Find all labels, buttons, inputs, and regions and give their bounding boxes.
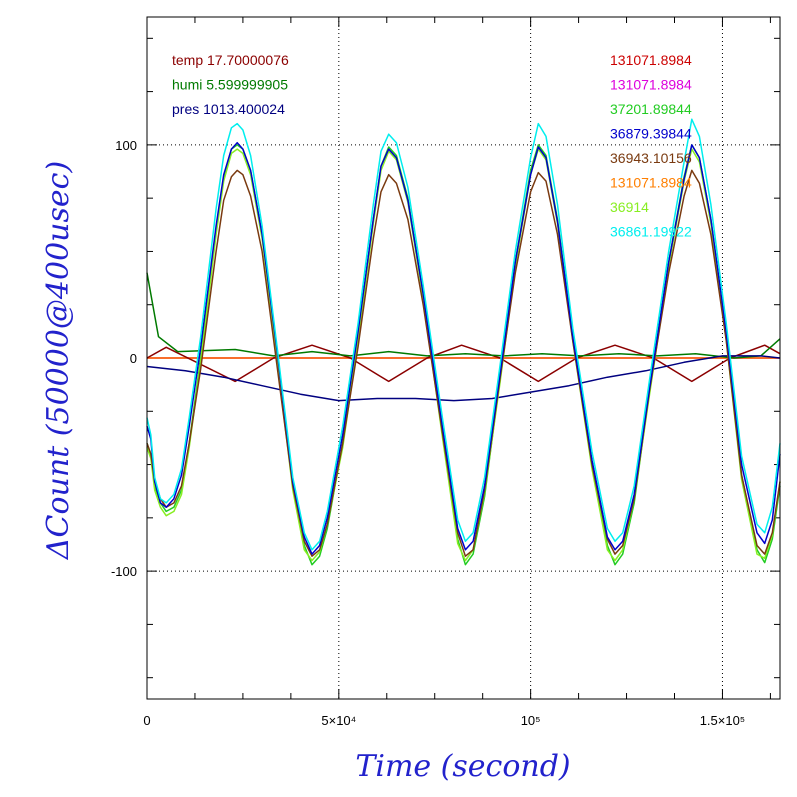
- tick-labels: 0 5×10⁴ 10⁵ 1.5×10⁵ 100 0 -100: [111, 138, 745, 728]
- series-line-8: [146, 169, 781, 557]
- x-tick-label: 0: [143, 713, 150, 728]
- series-line-3: [146, 344, 781, 383]
- series-layer: [146, 118, 781, 566]
- legend-right: 131071.8984 131071.8984 37201.89844 36879.3…: [610, 52, 692, 240]
- x-axis-title: Time (second): [355, 749, 570, 784]
- legend-left-entry: humi 5.599999905: [172, 77, 288, 93]
- legend-right-entry: 131071.8984: [610, 175, 692, 191]
- legend-right-entry: 131071.8984: [610, 52, 692, 68]
- legend-right-entry: 36861.19922: [610, 224, 692, 240]
- x-tick-label: 1.5×10⁵: [700, 713, 746, 728]
- series-line-9: [146, 141, 781, 555]
- legend-right-entry: 131071.8984: [610, 77, 692, 93]
- legend-right-entry: 37201.89844: [610, 101, 692, 117]
- plot-frame: [146, 16, 781, 700]
- legend-right-entry: 36943.10156: [610, 150, 692, 166]
- legend-left-entry: temp 17.70000076: [172, 52, 289, 68]
- legend-right-entry: 36879.39844: [610, 126, 692, 142]
- legend-left-entry: pres 1013.400024: [172, 101, 285, 117]
- x-tick-label: 5×10⁴: [321, 713, 356, 728]
- legend-right-entry: 36914: [610, 199, 649, 215]
- y-axis-title: ΔCount (50000@400usec): [41, 161, 76, 560]
- y-tick-label: -100: [111, 564, 137, 579]
- legend-left: temp 17.70000076 humi 5.599999905 pres 101…: [172, 52, 289, 117]
- y-tick-label: 100: [115, 138, 137, 153]
- series-line-4: [146, 272, 781, 359]
- series-line-5: [146, 355, 781, 402]
- series-line-10: [146, 118, 781, 551]
- x-tick-label: 10⁵: [521, 713, 541, 728]
- y-tick-label: 0: [130, 351, 137, 366]
